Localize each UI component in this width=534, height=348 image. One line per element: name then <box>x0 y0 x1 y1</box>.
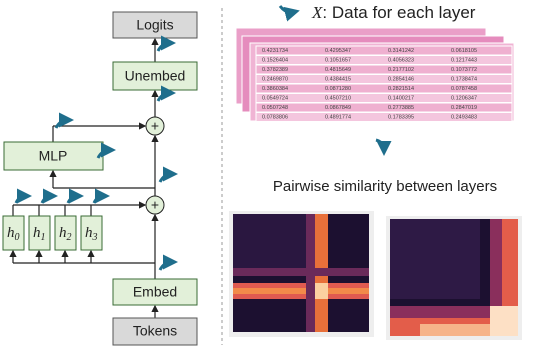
embed-label: Embed <box>133 284 177 300</box>
extract-arrows <box>14 5 392 271</box>
table-cell: 0.4295347 <box>325 48 351 54</box>
table-cell: 0.0871280 <box>325 86 351 92</box>
table-row <box>255 112 513 122</box>
hidden-states: h0 h1 h2 h3 <box>2 215 103 251</box>
heat-block <box>390 219 480 299</box>
hidden-base: h <box>59 225 67 241</box>
add-node <box>145 116 165 136</box>
table-cell: 0.2773885 <box>388 105 414 111</box>
heat-peak <box>315 283 328 299</box>
table-cell: 0.1206347 <box>451 95 477 101</box>
hidden-label: h0 <box>7 225 20 243</box>
hidden-label: h2 <box>59 225 72 243</box>
table-cell: 0.0783806 <box>262 114 288 120</box>
table-cell: 0.1051657 <box>325 57 351 63</box>
unembed-label: Unembed <box>125 68 186 84</box>
table-cell: 0.1783395 <box>388 114 414 120</box>
tokens-label: Tokens <box>133 323 177 339</box>
similarity-title: Pairwise similarity between layers <box>273 178 497 195</box>
hidden-sub: 2 <box>67 232 72 243</box>
hidden-sub: 3 <box>92 232 98 243</box>
table-cell: 0.4891774 <box>325 114 351 120</box>
hidden-base: h <box>85 225 93 241</box>
add-label: + <box>151 118 159 134</box>
table-cell: 0.4056323 <box>388 57 414 63</box>
table-cell: 0.2847019 <box>451 105 477 111</box>
table-cell: 0.4231734 <box>262 48 288 54</box>
logits-label: Logits <box>136 17 173 33</box>
table-cell: 0.0507248 <box>262 105 288 111</box>
hidden-box <box>54 215 77 251</box>
table-cell: 0.3782389 <box>262 67 288 73</box>
add-node <box>145 195 165 215</box>
table-cell: 0.2177102 <box>388 67 414 73</box>
heatmap-left <box>229 211 374 337</box>
table-cell: 0.0618105 <box>451 48 477 54</box>
embed-box <box>112 278 198 306</box>
table-cell: 0.0549724 <box>262 95 288 101</box>
unembed-box <box>112 61 198 91</box>
heat-band <box>233 288 369 294</box>
table-cell: 0.1073772 <box>451 67 477 73</box>
table-cell: 0.1217443 <box>451 57 477 63</box>
table-cell: 0.1738474 <box>451 76 477 82</box>
heatmap-right <box>386 216 522 340</box>
hidden-box <box>28 215 51 251</box>
front-table: 0.4231734 0.4295347 0.3141242 0.0618105 0.15… <box>255 45 513 122</box>
heat-peak <box>490 306 518 336</box>
table-cell: 0.3141242 <box>388 48 414 54</box>
mlp-box <box>3 141 104 171</box>
table-cell: 0.4507210 <box>325 95 351 101</box>
heat-band <box>233 268 369 276</box>
heat-block <box>233 214 315 276</box>
hidden-sub: 0 <box>15 232 20 243</box>
table-cell: 0.4815649 <box>325 67 351 73</box>
table-cell: 0.1400217 <box>388 95 414 101</box>
hidden-label: h1 <box>33 225 46 243</box>
table-cell: 0.3860384 <box>262 86 288 92</box>
hidden-box <box>2 215 25 251</box>
hidden-label: h3 <box>85 225 98 243</box>
table-cell: 0.4384415 <box>325 76 351 82</box>
title-text: : Data for each layer <box>322 3 475 22</box>
add-label: + <box>151 197 159 213</box>
table-cell: 0.2854146 <box>388 76 414 82</box>
tokens-box <box>112 317 198 346</box>
table-cell: 0.1526404 <box>262 57 288 63</box>
data-title: X: Data for each layer <box>311 3 476 23</box>
table-cell: 0.2469870 <box>262 76 288 82</box>
title-var: X <box>311 3 323 22</box>
hidden-sub: 1 <box>41 232 46 243</box>
table-cell: 0.0867849 <box>325 105 351 111</box>
logits-box <box>112 11 198 39</box>
table-cell: 0.2493483 <box>451 114 477 120</box>
hidden-base: h <box>7 225 15 241</box>
table-cell: 0.2821514 <box>388 86 414 92</box>
hidden-base: h <box>33 225 41 241</box>
mlp-label: MLP <box>39 148 68 164</box>
table-cell: 0.0787458 <box>451 86 477 92</box>
hidden-box <box>80 215 103 251</box>
